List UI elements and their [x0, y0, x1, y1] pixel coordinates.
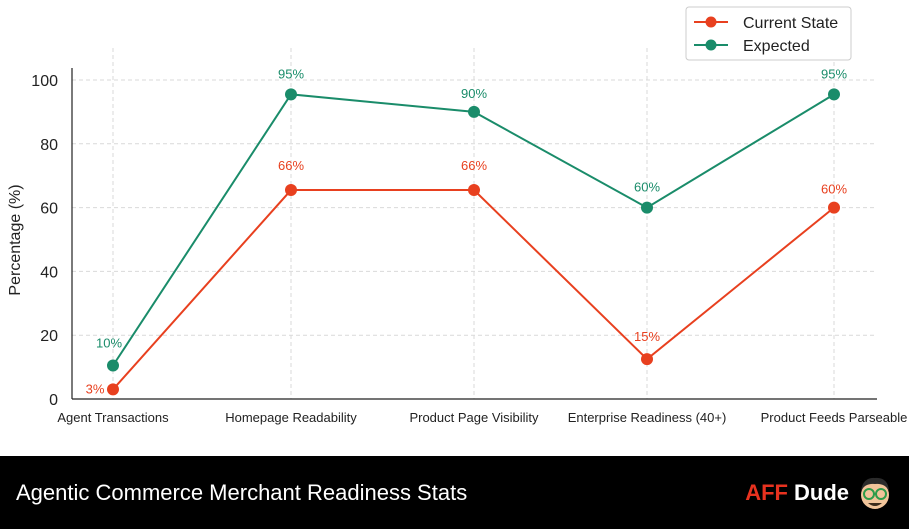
data-label-0-4: 60% [821, 182, 847, 197]
x-category-labels: Agent Transactions Homepage Readability Pr… [57, 410, 907, 425]
data-point-1-2 [468, 105, 480, 118]
data-label-0-3: 15% [634, 329, 660, 344]
series-1: 10% 95% 90% 60% 95% [96, 66, 847, 372]
data-point-1-4 [828, 88, 840, 101]
brand-dude-text: Dude [794, 480, 849, 505]
footer-title: Agentic Commerce Merchant Readiness Stat… [16, 480, 468, 505]
y-tick-labels: 0 20 40 60 80 100 [31, 73, 58, 409]
dude-mascot-icon [861, 477, 889, 509]
grid-lines [72, 48, 877, 399]
line-chart: 0 20 40 60 80 100 Agent Transactions Homepage … [7, 6, 907, 425]
data-label-0-2: 66% [461, 158, 487, 173]
legend: Current State Expected [685, 6, 852, 61]
data-label-1-1: 95% [278, 66, 304, 81]
series-0: 3% 66% 66% 15% 60% [86, 158, 848, 396]
y-tick-label-40: 40 [40, 264, 58, 281]
legend-marker-current [705, 16, 717, 28]
data-label-1-3: 60% [634, 180, 660, 195]
legend-marker-expected [705, 39, 717, 51]
y-axis-title: Percentage (%) [7, 184, 24, 295]
data-label-1-4: 95% [821, 66, 847, 81]
data-point-0-4 [828, 201, 840, 214]
data-point-1-3 [641, 201, 653, 214]
data-label-0-0: 3% [86, 381, 105, 396]
data-point-0-3 [641, 353, 653, 366]
brand-logo: AFF Dude [745, 472, 895, 514]
data-label-0-1: 66% [278, 158, 304, 173]
brand-aff-text: AFF [745, 480, 788, 505]
data-point-0-0 [107, 383, 119, 396]
footer-banner: Agentic Commerce Merchant Readiness Stat… [0, 456, 909, 529]
series-layer: 3% 66% 66% 15% 60% 10% 95% 90% 60% 95% [86, 66, 848, 396]
legend-box [685, 6, 852, 61]
legend-label-expected: Expected [743, 38, 810, 55]
x-category-label-0: Agent Transactions [57, 410, 169, 425]
data-point-0-1 [285, 184, 297, 197]
y-tick-label-0: 0 [49, 392, 58, 409]
y-tick-label-100: 100 [31, 73, 58, 90]
data-point-1-1 [285, 88, 297, 101]
x-category-label-4: Product Feeds Parseable [761, 410, 908, 425]
data-point-1-0 [107, 359, 119, 372]
data-point-0-2 [468, 184, 480, 197]
x-category-label-1: Homepage Readability [225, 410, 357, 425]
y-tick-label-60: 60 [40, 201, 58, 218]
x-category-label-3: Enterprise Readiness (40+) [568, 410, 727, 425]
x-category-label-2: Product Page Visibility [409, 410, 539, 425]
y-tick-label-20: 20 [40, 328, 58, 345]
data-label-1-0: 10% [96, 336, 122, 351]
data-label-1-2: 90% [461, 86, 487, 101]
axes [71, 68, 877, 400]
y-tick-label-80: 80 [40, 137, 58, 154]
legend-label-current: Current State [743, 15, 838, 32]
